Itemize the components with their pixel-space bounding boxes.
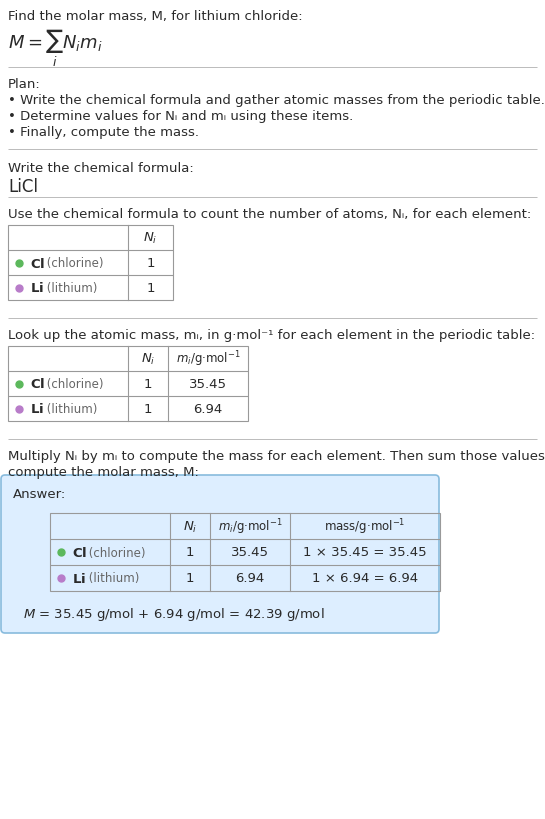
Text: 1: 1 bbox=[144, 402, 152, 415]
Text: 6.94: 6.94 bbox=[235, 572, 265, 585]
Text: • Write the chemical formula and gather atomic masses from the periodic table.: • Write the chemical formula and gather … bbox=[8, 94, 545, 106]
Text: $\bf{Li}$: $\bf{Li}$ bbox=[30, 281, 44, 295]
Text: $\bf{Cl}$: $\bf{Cl}$ bbox=[30, 377, 45, 391]
FancyBboxPatch shape bbox=[1, 475, 439, 633]
Bar bbox=[50, 514, 440, 591]
Text: $N_i$: $N_i$ bbox=[141, 351, 155, 367]
Text: $\bf{Li}$: $\bf{Li}$ bbox=[72, 572, 86, 586]
Bar bbox=[8, 346, 248, 422]
Text: Find the molar mass, M, for lithium chloride:: Find the molar mass, M, for lithium chlo… bbox=[8, 10, 302, 23]
Text: 1: 1 bbox=[186, 545, 194, 559]
Text: $\bf{Cl}$: $\bf{Cl}$ bbox=[72, 545, 87, 559]
Text: Look up the atomic mass, mᵢ, in g·mol⁻¹ for each element in the periodic table:: Look up the atomic mass, mᵢ, in g·mol⁻¹ … bbox=[8, 328, 535, 342]
Text: 6.94: 6.94 bbox=[193, 402, 222, 415]
Text: (lithium): (lithium) bbox=[43, 282, 98, 295]
Bar bbox=[8, 226, 173, 301]
Text: 1: 1 bbox=[186, 572, 194, 585]
Text: (lithium): (lithium) bbox=[43, 402, 98, 415]
Text: • Finally, compute the mass.: • Finally, compute the mass. bbox=[8, 126, 199, 139]
Text: (lithium): (lithium) bbox=[85, 572, 140, 585]
Text: 1 × 35.45 = 35.45: 1 × 35.45 = 35.45 bbox=[303, 545, 427, 559]
Text: 1: 1 bbox=[146, 282, 155, 295]
Text: Use the chemical formula to count the number of atoms, Nᵢ, for each element:: Use the chemical formula to count the nu… bbox=[8, 208, 531, 221]
Text: compute the molar mass, M:: compute the molar mass, M: bbox=[8, 465, 199, 478]
Text: $\bf{Li}$: $\bf{Li}$ bbox=[30, 402, 44, 416]
Text: $m_i$/g·mol$^{-1}$: $m_i$/g·mol$^{-1}$ bbox=[175, 349, 240, 369]
Text: 35.45: 35.45 bbox=[189, 378, 227, 391]
Text: Write the chemical formula:: Write the chemical formula: bbox=[8, 162, 194, 174]
Text: Answer:: Answer: bbox=[13, 487, 66, 500]
Text: • Determine values for Nᵢ and mᵢ using these items.: • Determine values for Nᵢ and mᵢ using t… bbox=[8, 110, 353, 123]
Text: $M = \sum_i N_i m_i$: $M = \sum_i N_i m_i$ bbox=[8, 28, 102, 69]
Text: (chlorine): (chlorine) bbox=[43, 378, 104, 391]
Text: (chlorine): (chlorine) bbox=[43, 256, 104, 269]
Text: 1: 1 bbox=[144, 378, 152, 391]
Text: Plan:: Plan: bbox=[8, 78, 41, 91]
Text: 1: 1 bbox=[146, 256, 155, 269]
Text: (chlorine): (chlorine) bbox=[85, 545, 146, 559]
Text: LiCl: LiCl bbox=[8, 178, 38, 196]
Text: Multiply Nᵢ by mᵢ to compute the mass for each element. Then sum those values to: Multiply Nᵢ by mᵢ to compute the mass fo… bbox=[8, 450, 545, 463]
Text: $m_i$/g·mol$^{-1}$: $m_i$/g·mol$^{-1}$ bbox=[217, 517, 282, 536]
Text: $\bf{Cl}$: $\bf{Cl}$ bbox=[30, 256, 45, 270]
Text: $M$ = 35.45 g/mol + 6.94 g/mol = 42.39 g/mol: $M$ = 35.45 g/mol + 6.94 g/mol = 42.39 g… bbox=[23, 605, 324, 622]
Text: 35.45: 35.45 bbox=[231, 545, 269, 559]
Text: 1 × 6.94 = 6.94: 1 × 6.94 = 6.94 bbox=[312, 572, 418, 585]
Text: mass/g·mol$^{-1}$: mass/g·mol$^{-1}$ bbox=[324, 517, 405, 536]
Text: $N_i$: $N_i$ bbox=[143, 231, 158, 246]
Text: $N_i$: $N_i$ bbox=[183, 518, 197, 534]
